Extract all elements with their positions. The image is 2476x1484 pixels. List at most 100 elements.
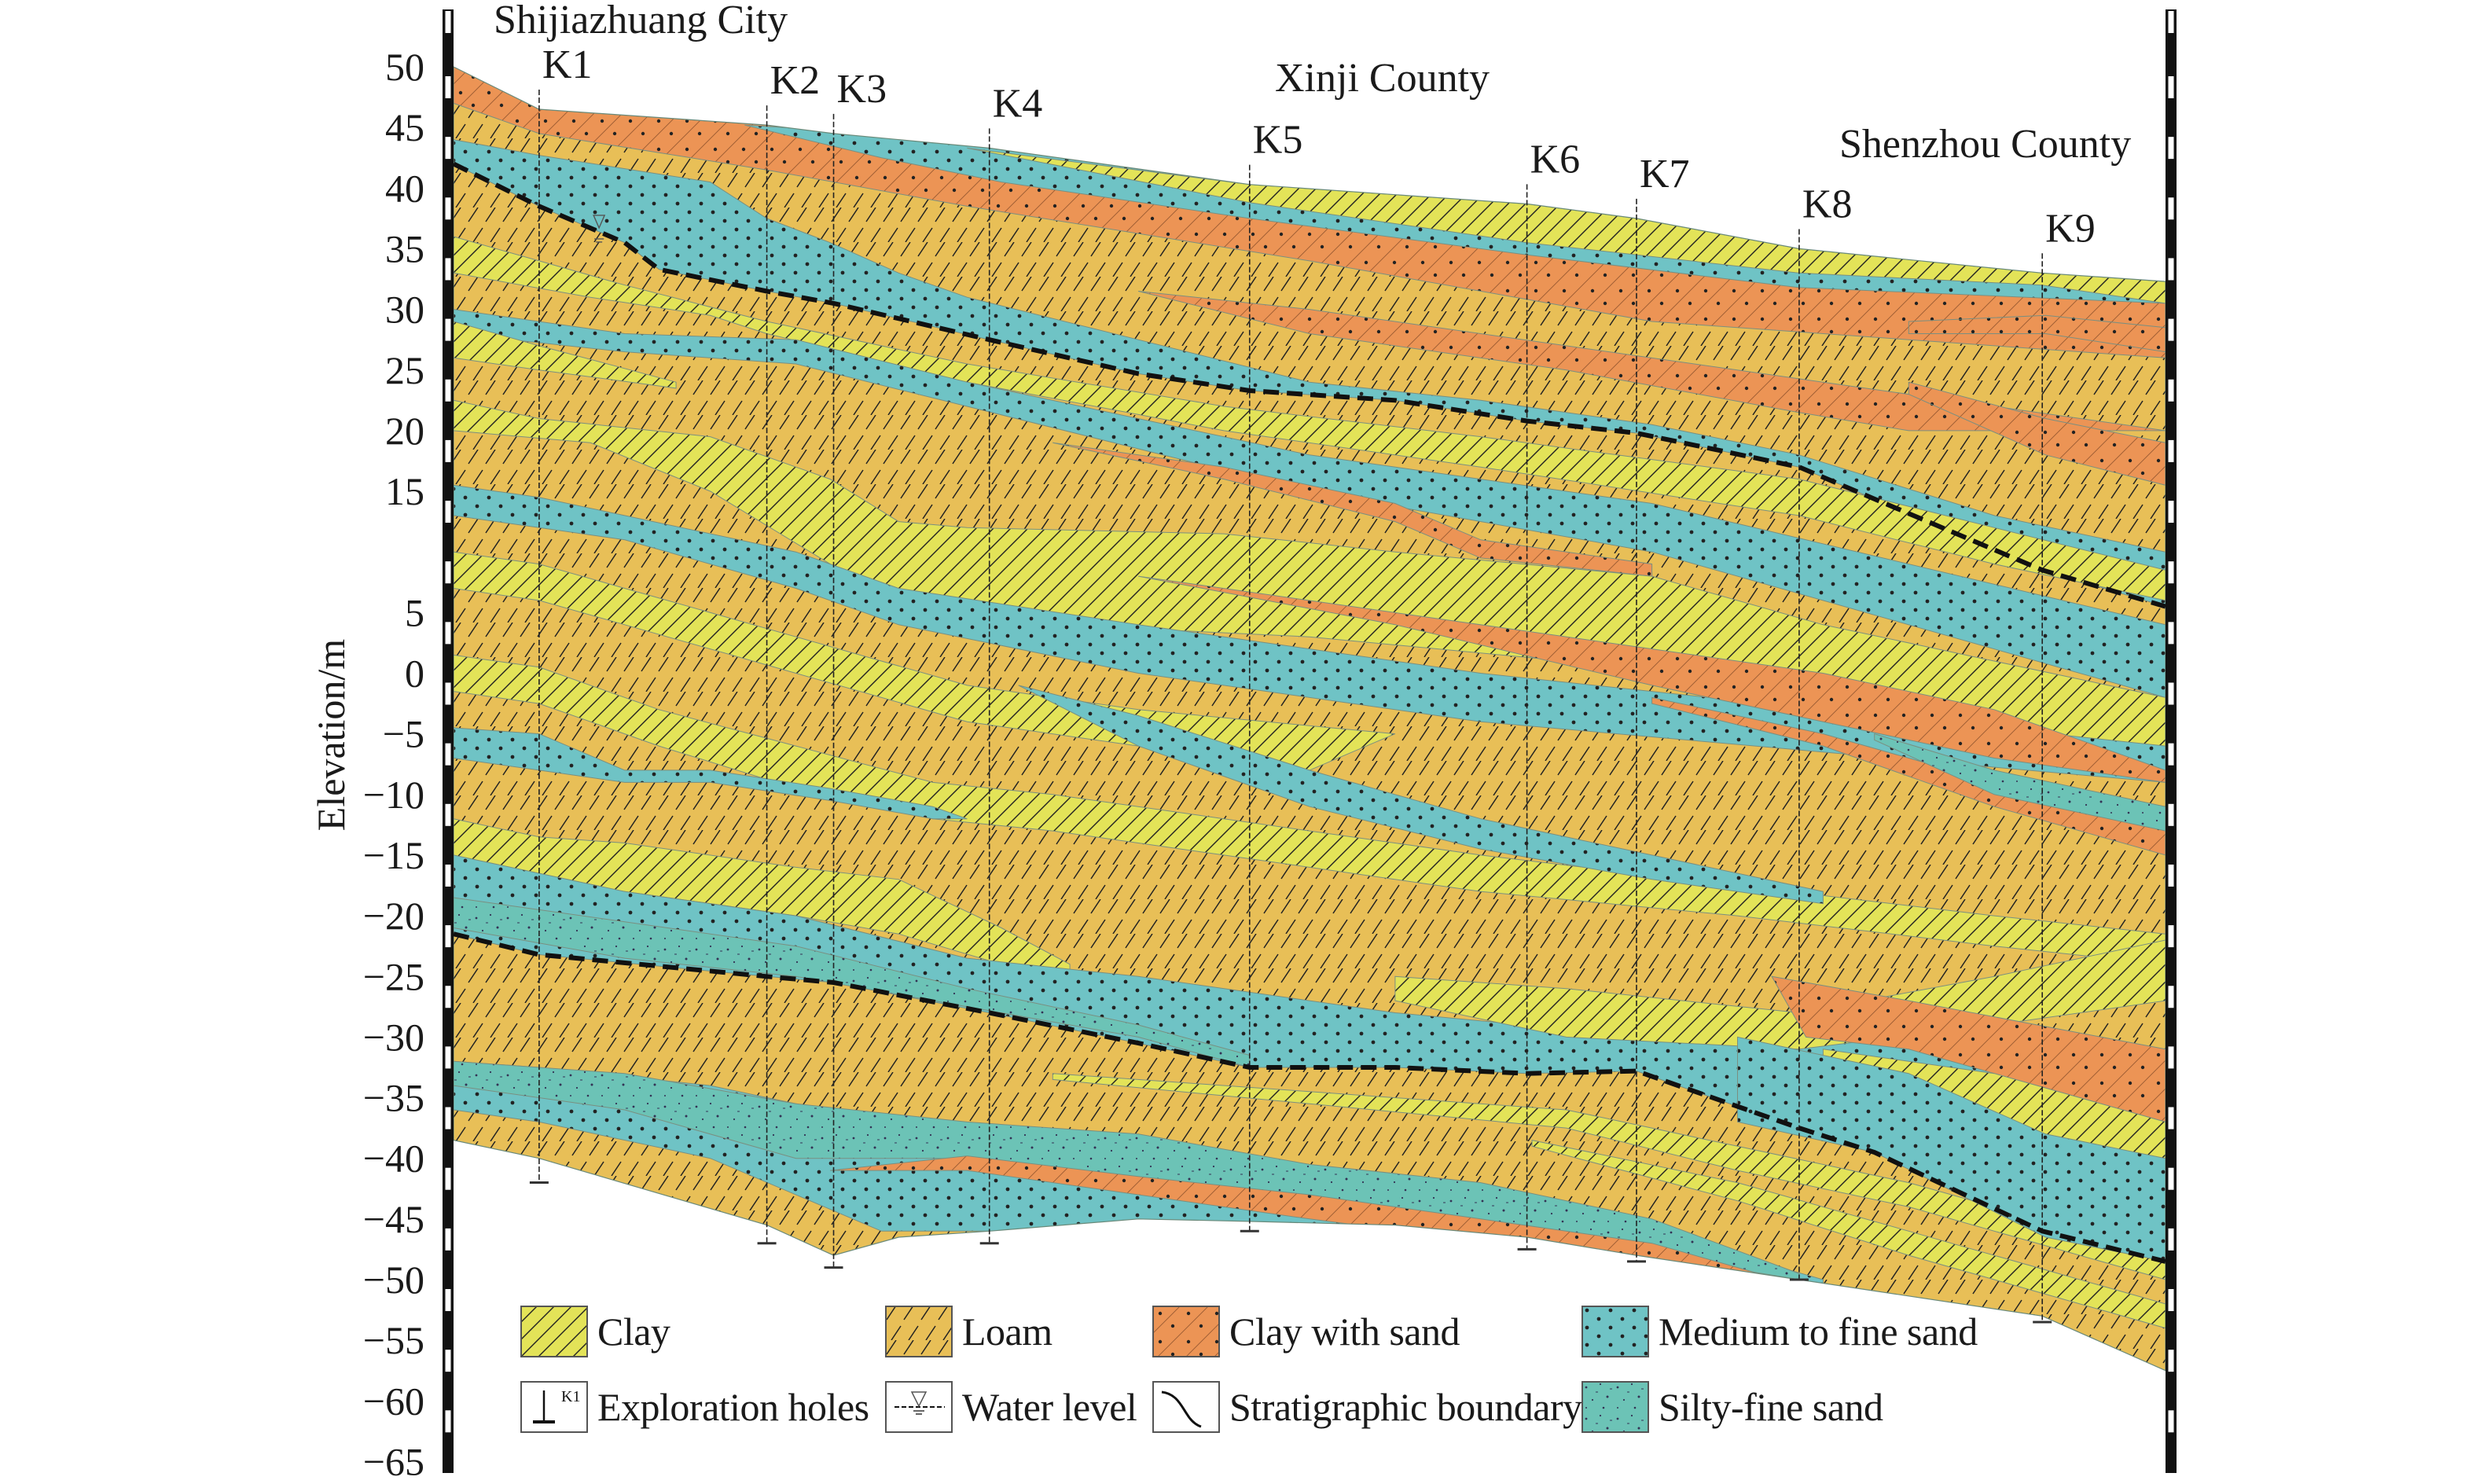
exploration-hole-icon: K1	[520, 1381, 588, 1433]
legend-item-water-level: Water level	[885, 1376, 1137, 1438]
axis-bar	[443, 9, 454, 1473]
y-tick-label: −65	[363, 1439, 424, 1483]
y-tick-label: −40	[363, 1137, 424, 1181]
exploration-hole-k4: K4	[979, 81, 1043, 1245]
exploration-hole-k2: K2	[757, 58, 821, 1245]
silty-fine-sand-swatch-icon	[1581, 1381, 1649, 1433]
legend-label: Exploration holes	[597, 1385, 869, 1429]
hole-label: K2	[770, 58, 821, 103]
y-axis-title: Elevation/m	[309, 639, 353, 831]
legend-item-clay-with-sand: Clay with sand	[1152, 1300, 1460, 1363]
hole-label: K9	[2045, 206, 2096, 251]
y-tick-label: 15	[385, 469, 424, 513]
y-tick-label: −30	[363, 1015, 424, 1059]
stratigraphic-boundary-icon	[1152, 1381, 1220, 1433]
layer-medium-fine-sand	[454, 727, 968, 820]
left-axis-bar	[443, 9, 454, 1473]
exploration-hole-k5: K5	[1240, 118, 1303, 1232]
y-tick-label: −50	[363, 1258, 424, 1302]
axis-bar	[2166, 9, 2177, 1473]
layer-medium-fine-sand	[454, 138, 2166, 608]
layer-clay-with-sand	[1908, 314, 2166, 353]
legend-item-stratigraphic-boundary: Stratigraphic boundary	[1152, 1376, 1582, 1438]
legend-item-medium-fine-sand: Medium to fine sand	[1581, 1300, 1978, 1363]
place-label-xinji: Xinji County	[1275, 56, 1490, 101]
layer-clay-with-sand	[1771, 975, 2166, 1123]
y-tick-label: 25	[385, 348, 424, 392]
layer-silty-fine-sand	[1874, 733, 2166, 832]
legend-item-clay: Clay	[520, 1300, 670, 1363]
y-tick-label: −10	[363, 773, 424, 817]
y-tick-label: −20	[363, 894, 424, 938]
y-tick-label: 40	[385, 166, 424, 210]
right-axis-bar	[2166, 9, 2177, 1473]
layer-medium-fine-sand	[1737, 1036, 2166, 1262]
hole-label: K6	[1530, 137, 1581, 182]
exploration-hole-k1: K1	[529, 42, 593, 1185]
hole-label: K3	[837, 67, 887, 112]
layer-clay-with-sand	[1138, 291, 2166, 432]
layer-medium-fine-sand	[454, 484, 2166, 783]
legend-item-silty-fine-sand: Silty-fine sand	[1581, 1376, 1883, 1438]
layer-clay-with-sand	[1651, 696, 2166, 856]
legend-item-loam: Loam	[885, 1300, 1052, 1363]
legend-label: Water level	[962, 1385, 1137, 1429]
exploration-hole-k9: K9	[2033, 206, 2096, 1324]
exploration-hole-k8: K8	[1789, 182, 1853, 1281]
svg-text:K1: K1	[561, 1388, 580, 1405]
y-tick-label: 20	[385, 409, 424, 453]
medium-fine-sand-swatch-icon	[1581, 1306, 1649, 1357]
y-tick-label: 45	[385, 105, 424, 149]
y-tick-label: 50	[385, 45, 424, 89]
y-tick-label: 30	[385, 288, 424, 332]
layer-bodies	[454, 67, 2166, 1371]
exploration-hole-k6: K6	[1517, 137, 1581, 1251]
y-tick-label: −45	[363, 1197, 424, 1241]
y-tick-label: −55	[363, 1318, 424, 1362]
exploration-hole-k7: K7	[1626, 152, 1690, 1263]
legend-label: Stratigraphic boundary	[1229, 1385, 1582, 1429]
place-label-shenzhou: Shenzhou County	[1839, 122, 2131, 167]
legend-label: Clay	[597, 1310, 670, 1354]
layer-medium-fine-sand	[1018, 685, 1824, 905]
legend-label: Loam	[962, 1310, 1052, 1354]
legend-label: Silty-fine sand	[1659, 1385, 1883, 1429]
y-tick-label: −5	[383, 712, 424, 756]
legend-label: Clay with sand	[1229, 1310, 1460, 1354]
y-tick-label: 35	[385, 226, 424, 270]
layer-clay-with-sand	[1052, 442, 1653, 577]
y-tick-label: −35	[363, 1076, 424, 1120]
y-axis-ticks: 504540353025201550−5−10−15−20−25−30−35−4…	[363, 45, 424, 1483]
water-level-icon	[885, 1381, 953, 1433]
layer-clay-with-sand	[1908, 381, 2166, 486]
y-tick-label: −25	[363, 954, 424, 998]
layer-medium-fine-sand	[454, 309, 2166, 699]
hole-label: K4	[993, 81, 1043, 126]
y-tick-label: 5	[405, 590, 424, 634]
place-label-shijiazhuang: Shijiazhuang City	[494, 0, 788, 42]
layer-clay	[1052, 1073, 2166, 1280]
layer-clay-with-sand	[1138, 575, 2166, 783]
legend-label: Medium to fine sand	[1659, 1310, 1978, 1354]
y-tick-label: 0	[405, 652, 424, 696]
hole-label: K7	[1640, 152, 1690, 197]
clay-swatch-icon	[520, 1306, 588, 1357]
loam-swatch-icon	[885, 1306, 953, 1357]
exploration-holes: K1 K2 K3 K4 K5 K6 K7 K8 K9	[529, 42, 2096, 1324]
exploration-hole-k3: K3	[824, 67, 887, 1269]
water-level-line	[452, 161, 2166, 609]
stratigraphic-boundary-line	[453, 931, 2166, 1264]
hole-label: K8	[1802, 182, 1853, 226]
water-level-icon	[593, 215, 606, 230]
y-tick-label: −15	[363, 833, 424, 877]
section-outline	[453, 66, 2166, 1372]
water-level-marker	[593, 215, 606, 243]
clay-with-sand-swatch-icon	[1152, 1306, 1220, 1357]
hole-label: K1	[542, 42, 593, 87]
y-tick-label: −60	[363, 1379, 424, 1423]
layer-clay	[1531, 1139, 2166, 1329]
hole-label: K5	[1253, 118, 1303, 163]
legend-item-exploration-holes: K1 Exploration holes	[520, 1376, 869, 1438]
